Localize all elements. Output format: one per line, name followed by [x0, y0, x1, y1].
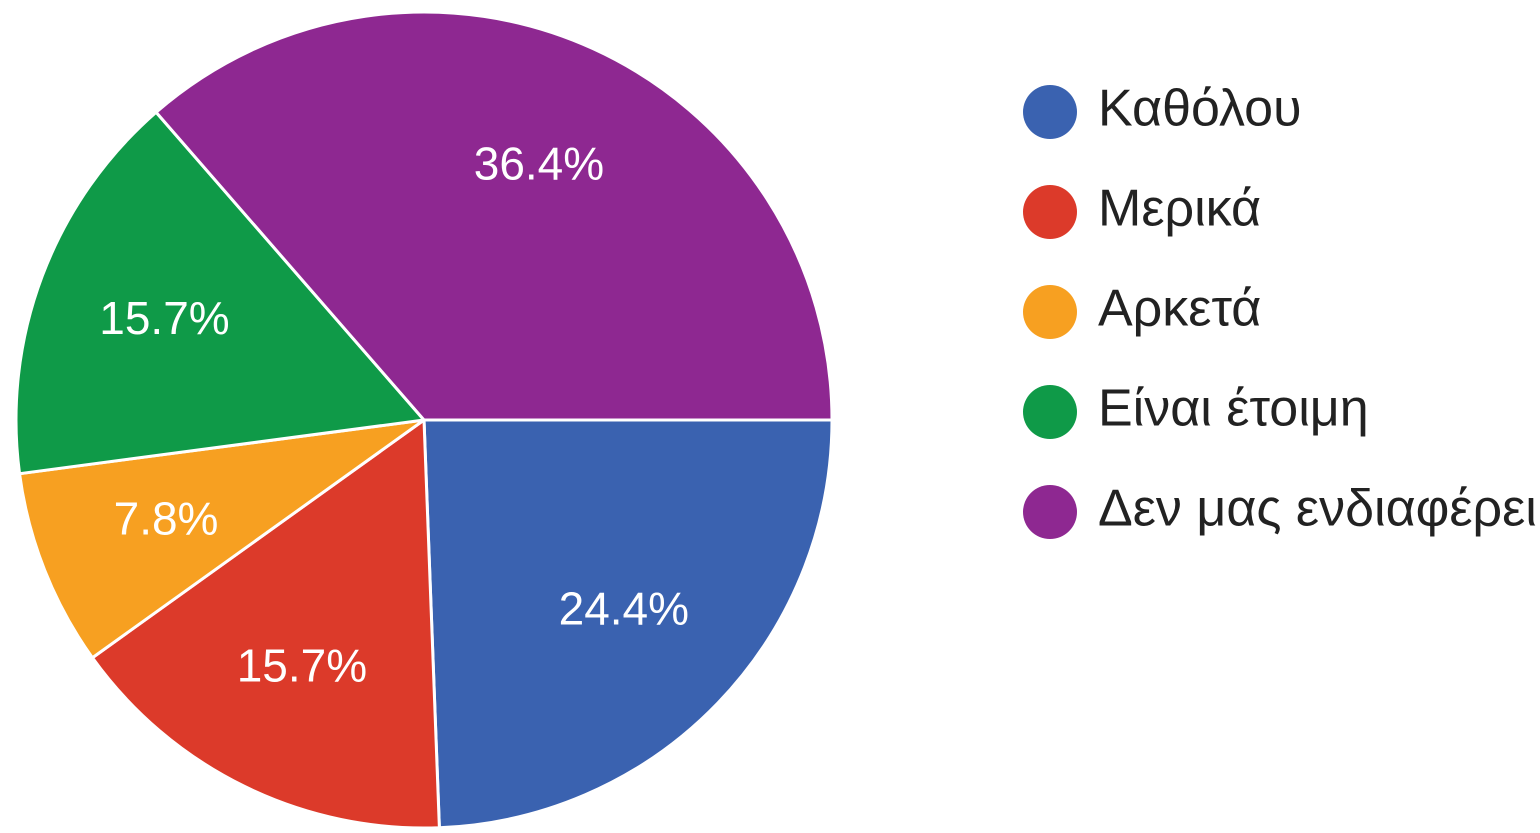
slice-label: 36.4%	[474, 138, 604, 190]
legend-swatch	[1023, 185, 1077, 239]
legend-swatch	[1023, 385, 1077, 439]
legend-label: Είναι έτοιμη	[1098, 380, 1369, 438]
pie-slice	[153, 10, 834, 422]
slice-label: 7.8%	[114, 492, 219, 544]
legend-swatch	[1023, 85, 1077, 139]
pie-slice	[422, 418, 834, 830]
pie-slice	[17, 418, 425, 660]
legend-label: Δεν μας ενδιαφέρει	[1098, 480, 1537, 538]
slice-label: 24.4%	[559, 583, 689, 635]
legend-label: Καθόλου	[1098, 80, 1302, 138]
pie-slice	[90, 417, 441, 830]
legend-label: Αρκετά	[1098, 280, 1261, 338]
pie-slice	[14, 110, 427, 476]
slice-label: 15.7%	[99, 292, 229, 344]
legend-swatch	[1023, 485, 1077, 539]
slice-label: 15.7%	[237, 639, 367, 691]
legend-swatch	[1023, 285, 1077, 339]
legend-label: Μερικά	[1098, 180, 1261, 238]
